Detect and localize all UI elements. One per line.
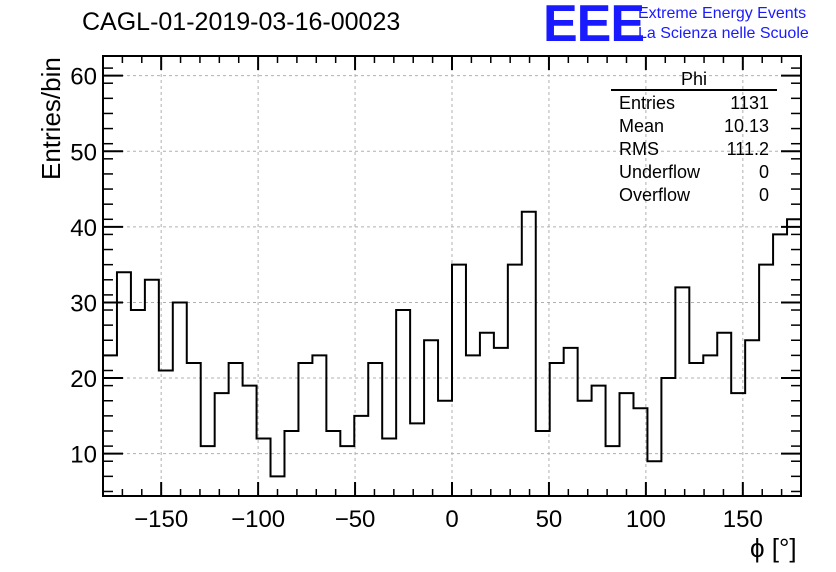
x-tick-label: 0	[445, 506, 458, 533]
stats-label: Overflow	[619, 185, 691, 205]
stats-label: Entries	[619, 93, 676, 113]
stats-value: 0	[758, 185, 769, 205]
stats-value: 10.13	[723, 116, 769, 136]
x-tick-label: 150	[723, 506, 763, 533]
y-tick-label: 30	[70, 290, 97, 317]
y-axis-label-box: Entries/bin	[4, 57, 66, 190]
y-axis-label: Entries/bin	[36, 57, 66, 180]
tick-labels: −150 −100 −50 0 50 100 150 10 20 30 40 50 60	[70, 64, 763, 533]
stats-label: Mean	[619, 116, 665, 136]
stats-label: RMS	[619, 139, 659, 159]
stats-label: Underflow	[619, 162, 701, 182]
stats-row-mean: Mean 10.13	[611, 115, 777, 138]
stats-value: 0	[758, 162, 769, 182]
y-tick-label: 50	[70, 139, 97, 166]
stats-value: 1131	[730, 93, 769, 113]
stats-row-overflow: Overflow 0	[611, 184, 777, 207]
stats-box: Phi Entries 1131 Mean 10.13 RMS 111.2 Un…	[611, 69, 777, 207]
histogram-line	[103, 210, 801, 478]
stats-row-entries: Entries 1131	[611, 92, 777, 115]
stats-row-underflow: Underflow 0	[611, 161, 777, 184]
stats-value: 111.2	[726, 139, 769, 159]
y-tick-label: 60	[70, 64, 97, 91]
stats-row-rms: RMS 111.2	[611, 138, 777, 161]
stats-title: Phi	[611, 69, 777, 91]
y-tick-label: 10	[70, 442, 97, 469]
eee-logo: EEE	[543, 0, 645, 53]
y-tick-label: 40	[70, 215, 97, 242]
chart-title: CAGL-01-2019-03-16-00023	[82, 8, 401, 36]
logo-line-2: La Scienza nelle Scuole	[638, 25, 809, 42]
x-tick-label: −150	[134, 506, 188, 533]
x-tick-label: −50	[335, 506, 376, 533]
axis-ticks	[102, 56, 802, 496]
x-axis-label: ϕ [°]	[750, 533, 797, 563]
x-tick-label: 50	[536, 506, 563, 533]
y-tick-label: 20	[70, 366, 97, 393]
x-tick-label: −100	[231, 506, 285, 533]
logo-line-1: Extreme Energy Events	[638, 5, 807, 22]
x-tick-label: 100	[626, 506, 666, 533]
